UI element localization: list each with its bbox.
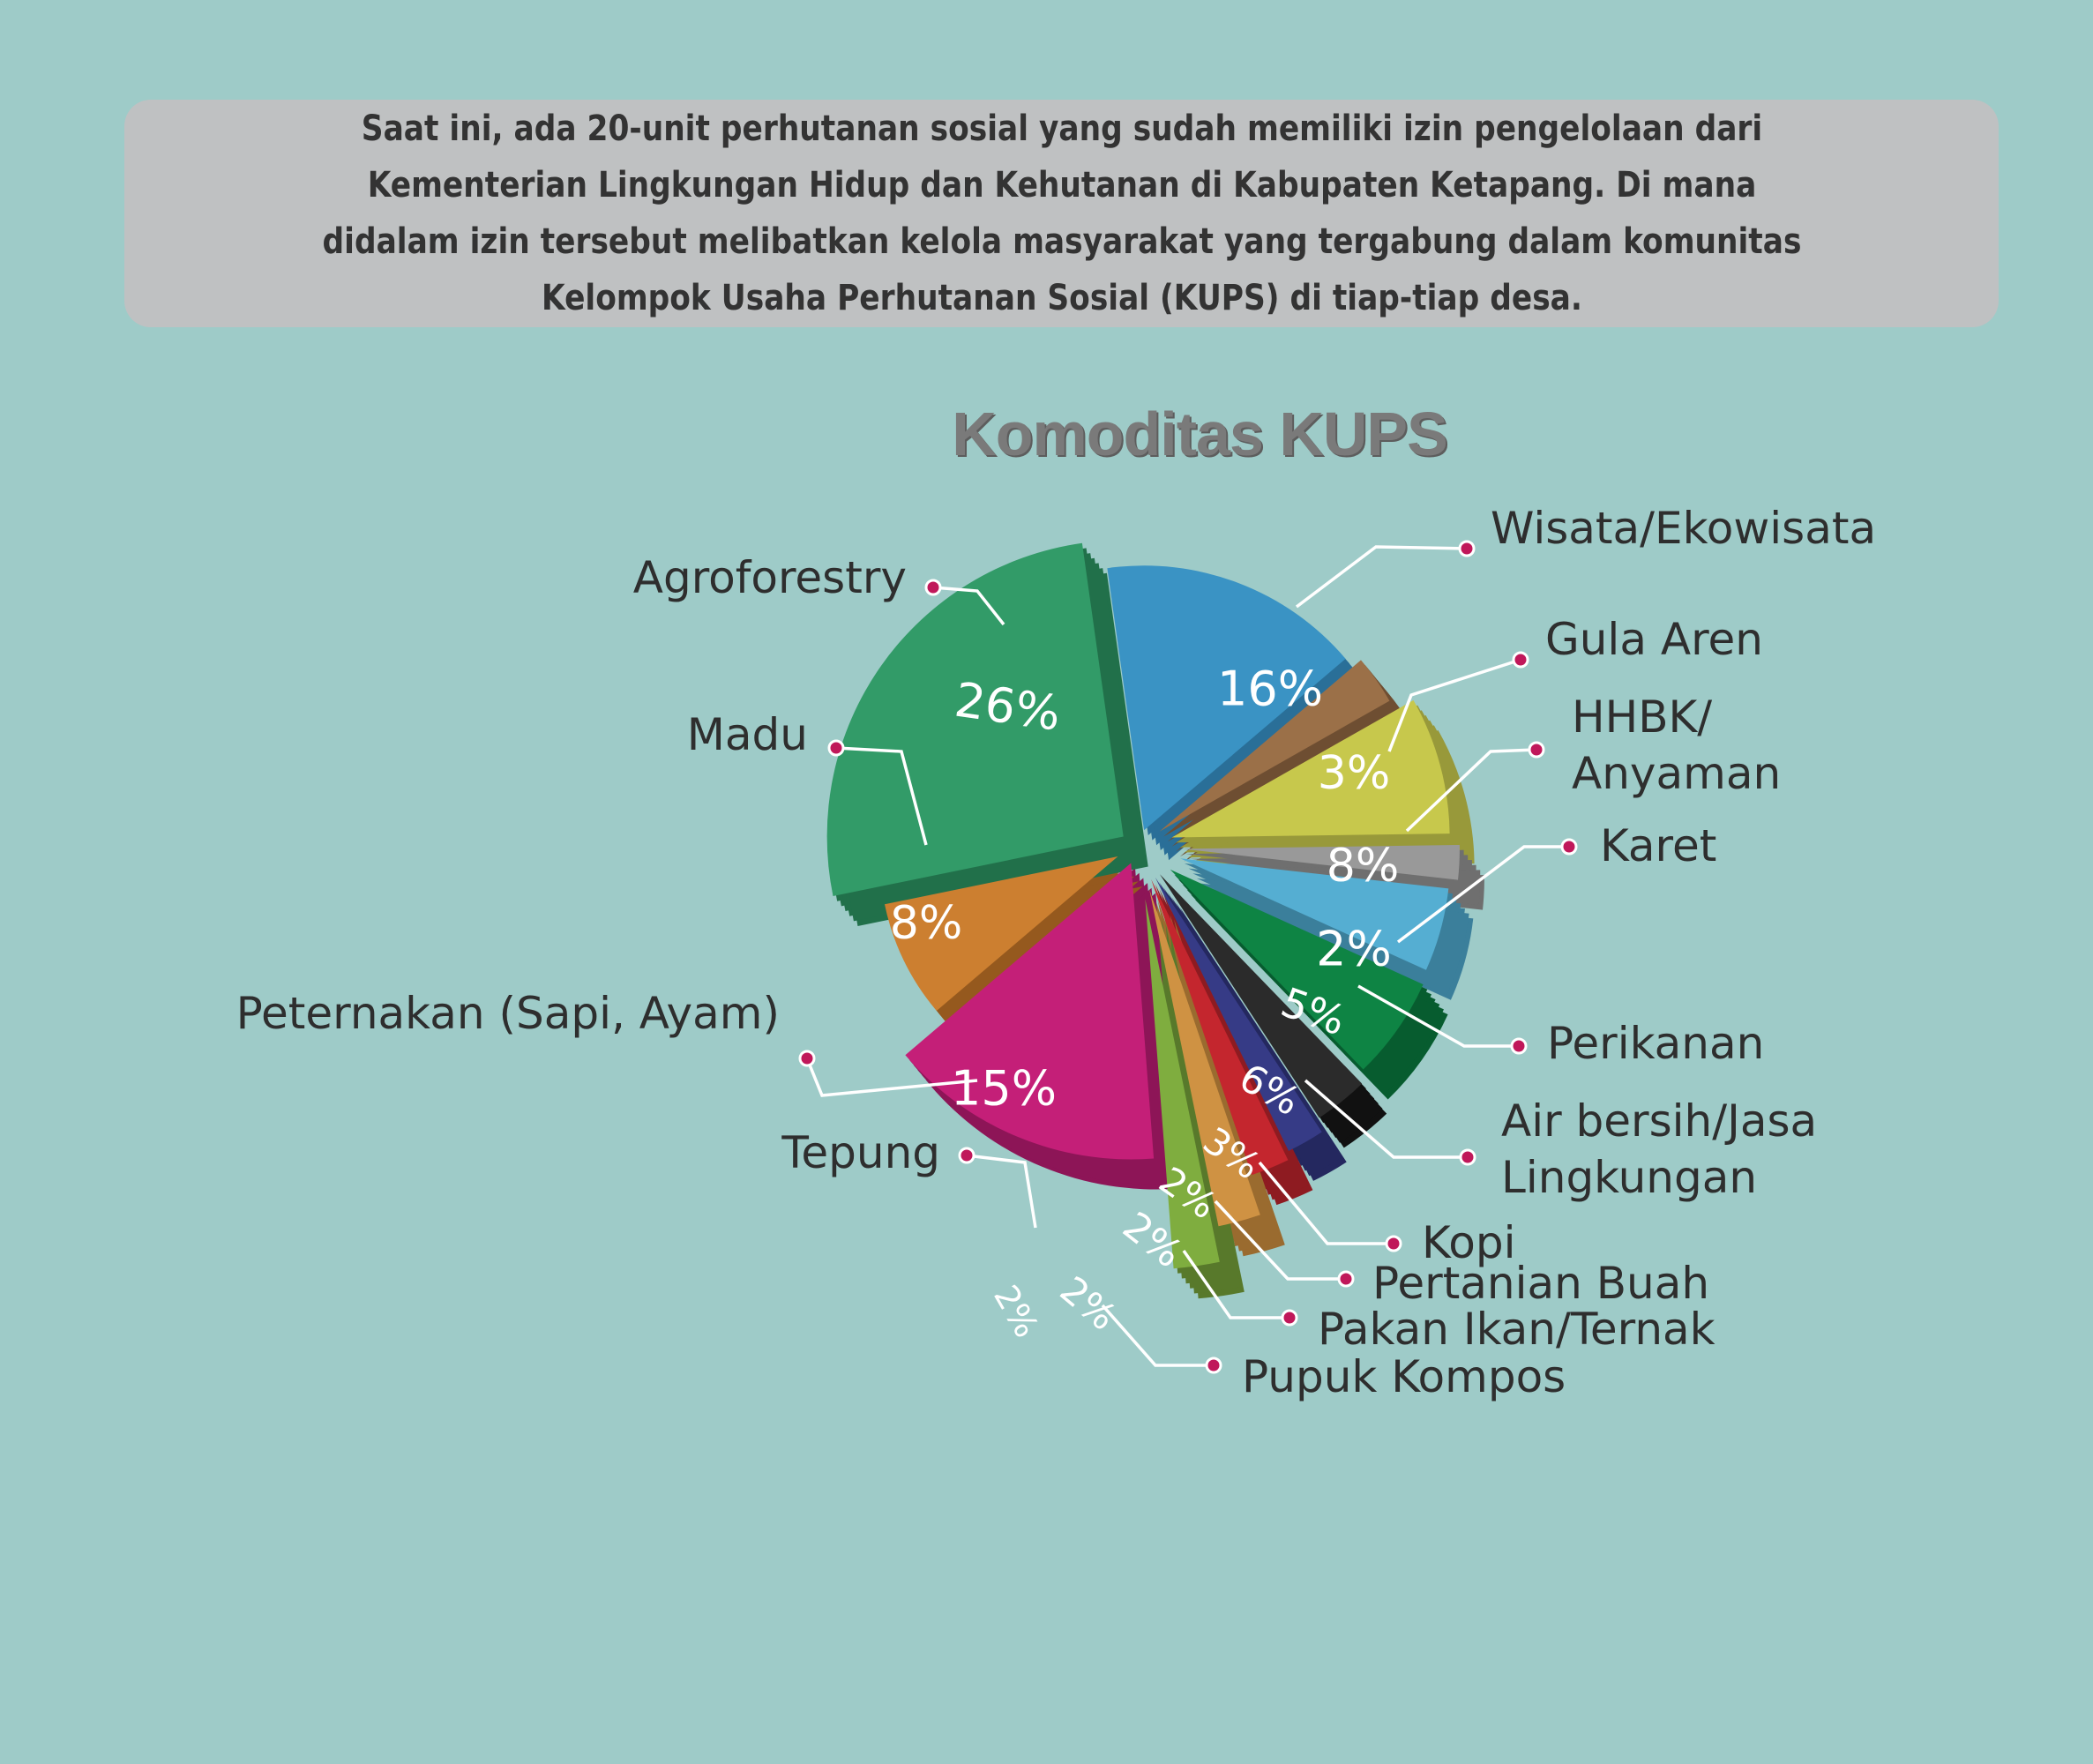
leader-line-wisata-ekowisata xyxy=(1295,545,1468,609)
value-label-pupuk-kompos: 2% xyxy=(1052,1268,1125,1339)
leader-dot-wisata-ekowisata xyxy=(1458,540,1476,557)
leader-dot-madu xyxy=(827,739,845,757)
category-label-gula-aren: Gula Aren xyxy=(1545,614,1763,665)
leader-line-peternakan-sapi-ayam xyxy=(805,1058,978,1097)
category-label-karet: Karet xyxy=(1600,820,1716,871)
pie-slice-pakan-ikan-ternak xyxy=(1151,879,1289,1176)
pie-slice-hhbk-anyaman xyxy=(1171,699,1450,838)
leader-dot-karet xyxy=(1560,838,1578,856)
value-label-peternakan-sapi-ayam: 15% xyxy=(951,1061,1057,1117)
leader-line-kopi xyxy=(1258,1161,1394,1245)
pie-slice-pupuk-kompos xyxy=(1149,889,1260,1227)
leader-line-pertanian-buah xyxy=(1214,1200,1346,1281)
pie-slice-peternakan-sapi-ayam xyxy=(905,863,1155,1160)
leader-dot-agroforestry xyxy=(924,579,942,596)
pie-slice-madu xyxy=(885,856,1118,1011)
leader-dot-kopi xyxy=(1385,1235,1402,1252)
leader-line-karet xyxy=(1396,845,1569,944)
leader-line-pupuk-kompos xyxy=(1101,1304,1214,1367)
category-label-hhbk-anyaman: HHBK/Anyaman xyxy=(1572,691,1781,799)
pie-slice-wisata-ekowisata xyxy=(1107,565,1346,831)
leader-dot-tepung xyxy=(958,1147,975,1164)
pie-slice-tepung xyxy=(1145,899,1220,1269)
leader-dot-hhbk-anyaman xyxy=(1528,741,1545,759)
leader-line-madu xyxy=(835,746,928,846)
category-labels: Wisata/Ekowisata Gula Aren HHBK/Anyaman Kar… xyxy=(236,503,1876,1402)
category-label-pupuk-kompos: Pupuk Kompos xyxy=(1242,1351,1566,1402)
pie-slice-kopi xyxy=(1160,874,1363,1118)
leader-line-pakan-ikan-ternak xyxy=(1182,1249,1289,1319)
category-label-line-hhbk-anyaman: Anyaman xyxy=(1572,748,1781,799)
value-label-tepung: 2% xyxy=(986,1279,1046,1344)
pie-slice-karet xyxy=(1181,845,1460,880)
pie-slice-perikanan xyxy=(1180,858,1449,970)
leader-line-air-bersih-jasa-lingkungan xyxy=(1304,1079,1468,1159)
category-label-perikanan: Perikanan xyxy=(1547,1018,1764,1069)
category-label-air-bersih-jasa-lingkungan: Air bersih/Jasa Lingkungan xyxy=(1501,1095,1817,1203)
leader-dot-peternakan-sapi-ayam xyxy=(798,1050,816,1067)
category-label-line-air-bersih-jasa-lingkungan: Air bersih/Jasa xyxy=(1501,1095,1817,1147)
value-label-hhbk-anyaman: 8% xyxy=(1327,840,1400,893)
category-label-line-hhbk-anyaman: HHBK/ xyxy=(1572,691,1712,743)
value-label-gula-aren: 3% xyxy=(1318,747,1391,800)
leader-line-gula-aren xyxy=(1387,658,1521,752)
value-label-karet: 2% xyxy=(1316,922,1392,977)
intro-text: Saat ini, ada 20-unit perhutanan sosial … xyxy=(322,108,1801,318)
category-label-pertanian-buah: Pertanian Buah xyxy=(1372,1258,1709,1309)
pie-slice-agroforestry xyxy=(826,542,1124,896)
leader-dot-pakan-ikan-ternak xyxy=(1281,1309,1298,1327)
category-label-kopi: Kopi xyxy=(1422,1217,1516,1268)
leader-dot-gula-aren xyxy=(1512,651,1529,669)
leader-lines xyxy=(798,540,1578,1374)
pie-slice-pertanian-buah xyxy=(1155,877,1322,1151)
leader-dot-pertanian-buah xyxy=(1337,1270,1355,1288)
category-label-madu: Madu xyxy=(687,709,808,760)
leader-line-tepung xyxy=(966,1154,1037,1229)
category-label-agroforestry: Agroforestry xyxy=(633,552,907,603)
category-label-line-air-bersih-jasa-lingkungan: Lingkungan xyxy=(1501,1152,1757,1203)
category-label-peternakan-sapi-ayam: Peternakan (Sapi, Ayam) xyxy=(236,988,780,1039)
intro-box: Saat ini, ada 20-unit perhutanan sosial … xyxy=(124,100,1999,327)
leader-line-agroforestry xyxy=(932,586,1005,626)
slice-tops xyxy=(826,542,1460,1269)
leader-dot-air-bersih-jasa-lingkungan xyxy=(1459,1148,1476,1166)
leader-line-perikanan xyxy=(1357,984,1519,1048)
value-label-wisata-ekowisata: 16% xyxy=(1217,662,1323,717)
value-label-madu: 8% xyxy=(890,897,963,950)
leader-dot-pupuk-kompos xyxy=(1205,1357,1222,1374)
pie-slice-gula-aren xyxy=(1159,660,1390,832)
category-label-tepung: Tepung xyxy=(781,1127,940,1178)
leader-line-hhbk-anyaman xyxy=(1405,748,1537,833)
pie-slice-air-bersih-jasa-lingkungan xyxy=(1170,869,1424,1070)
leader-dot-perikanan xyxy=(1510,1037,1528,1055)
category-label-pakan-ikan-ternak: Pakan Ikan/Ternak xyxy=(1318,1304,1716,1355)
category-label-wisata-ekowisata: Wisata/Ekowisata xyxy=(1491,503,1876,554)
chart-title: Komoditas KUPS xyxy=(952,400,1448,468)
